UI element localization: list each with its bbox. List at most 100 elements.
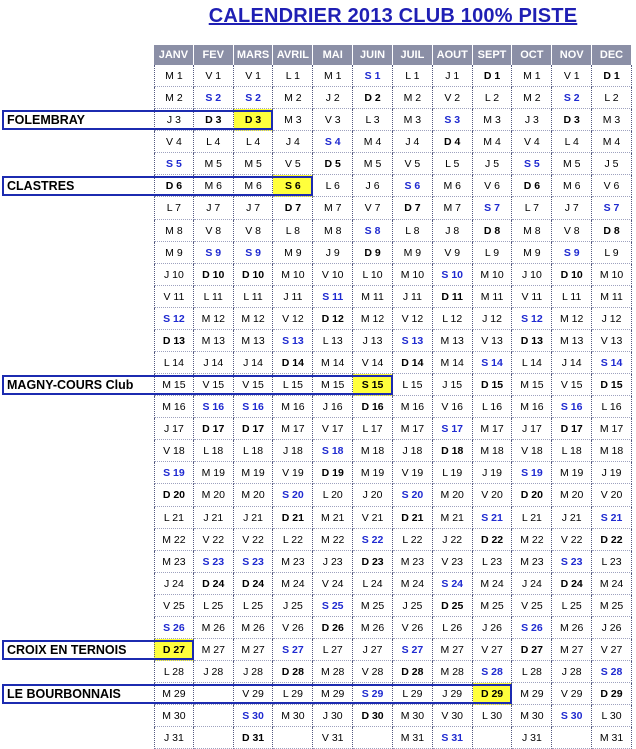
day-cell: M 30 [273,705,314,728]
month-header: JUIN [353,45,393,65]
day-cell: V 9 [432,241,473,264]
day-cell: D 7 [392,197,433,220]
event-label: CLASTRES [2,176,314,197]
day-cell: V 24 [313,572,354,595]
day-cell: D 5 [313,153,354,176]
day-cell: L 20 [313,484,354,507]
day-cell: D 17 [552,418,593,441]
month-header: AOUT [432,45,473,65]
day-cell: V 23 [432,550,473,573]
month-header: OCT [512,45,553,65]
day-cell: V 15 [552,374,593,397]
day-cell: J 25 [273,594,314,617]
day-cell: S 2 [193,87,234,110]
day-cell: L 30 [592,705,632,728]
day-cell: M 20 [432,484,473,507]
day-cell: J 14 [233,352,274,375]
day-cell: D 3 [233,109,274,132]
day-cell: J 12 [592,307,632,330]
day-cell: L 29 [273,683,314,706]
day-cell: L 23 [592,550,632,573]
day-cell: D 11 [432,285,473,308]
event-label-backing [2,110,154,131]
day-cell: J 24 [512,572,553,595]
day-cell [552,727,593,749]
day-cell: J 7 [552,197,593,220]
day-cell: J 15 [432,374,473,397]
day-cell: M 12 [233,307,274,330]
day-cell: M 30 [154,705,194,728]
day-cell: L 21 [512,506,553,529]
day-cell: J 28 [552,661,593,684]
day-cell: L 8 [392,219,433,242]
day-cell: M 24 [472,572,513,595]
day-cell: M 23 [512,550,553,573]
day-cell: V 8 [193,219,234,242]
day-cell: J 4 [392,131,433,154]
day-cell: L 9 [592,241,632,264]
day-cell: M 11 [353,285,393,308]
day-cell: V 12 [273,307,314,330]
day-cell: V 3 [313,109,354,132]
table-row: D 20 M 20 M 20 S 20 L 20 J 20 S 20 M 20 V 20 D 20… [154,484,632,507]
day-cell: L 14 [154,352,194,375]
day-cell: M 10 [592,263,632,286]
day-cell: V 13 [592,329,632,353]
day-cell: J 31 [154,727,194,749]
day-cell: S 23 [552,550,593,573]
day-cell: J 30 [313,705,354,728]
day-cell: V 10 [313,263,354,286]
day-cell: D 26 [313,616,354,640]
day-cell: V 13 [472,329,513,353]
day-cell: M 28 [432,661,473,684]
day-cell: D 17 [193,418,234,441]
event-label: FOLEMBRAY [2,110,274,131]
day-cell: L 11 [552,285,593,308]
day-cell: M 18 [353,440,393,463]
day-cell: J 28 [233,661,274,684]
day-cell: M 17 [592,418,632,441]
month-header: AVRIL [273,45,314,65]
day-cell: M 25 [592,594,632,617]
day-cell: L 25 [552,594,593,617]
day-cell: V 15 [193,374,234,397]
day-cell: L 1 [273,65,314,88]
day-cell: J 18 [273,440,314,463]
day-cell [193,727,234,749]
day-cell: V 5 [392,153,433,176]
day-cell: V 26 [273,616,314,640]
day-cell: M 2 [512,87,553,110]
day-cell: S 26 [154,616,194,640]
day-cell: J 21 [193,506,234,529]
day-cell: M 8 [313,219,354,242]
day-cell: J 10 [512,263,553,286]
day-cell: S 6 [392,175,433,198]
day-cell: S 19 [512,462,553,485]
day-cell: M 20 [233,484,274,507]
day-cell: D 12 [313,307,354,330]
calendar-table: JANV FEV MARS AVRIL MAI JUIN JUIL AOUT SEPT OCT NO… [154,45,632,749]
day-cell: V 30 [432,705,473,728]
table-row: S 12 M 12 M 12 V 12 D 12 M 12 V 12 L 12 J 12 S 12… [154,307,632,330]
day-cell: V 28 [353,661,393,684]
day-cell: V 2 [432,87,473,110]
day-cell: M 15 [154,374,194,397]
day-cell: V 20 [472,484,513,507]
day-cell: D 14 [273,352,314,375]
day-cell: D 19 [313,462,354,485]
table-row: J 17 D 17 D 17 M 17 V 17 L 17 M 17 S 17 M 17 J 17… [154,418,632,441]
day-cell: D 3 [193,109,234,132]
day-cell: J 4 [273,131,314,154]
day-cell: M 27 [193,639,234,662]
day-cell: M 16 [512,396,553,419]
day-cell: S 7 [592,197,632,220]
day-cell: M 23 [273,550,314,573]
day-cell: J 20 [353,484,393,507]
day-cell: D 14 [392,352,433,375]
day-cell: D 4 [432,131,473,154]
table-row: L 28 J 28 J 28 D 28 M 28 V 28 D 28 M 28 S 28 L 28… [154,661,632,684]
